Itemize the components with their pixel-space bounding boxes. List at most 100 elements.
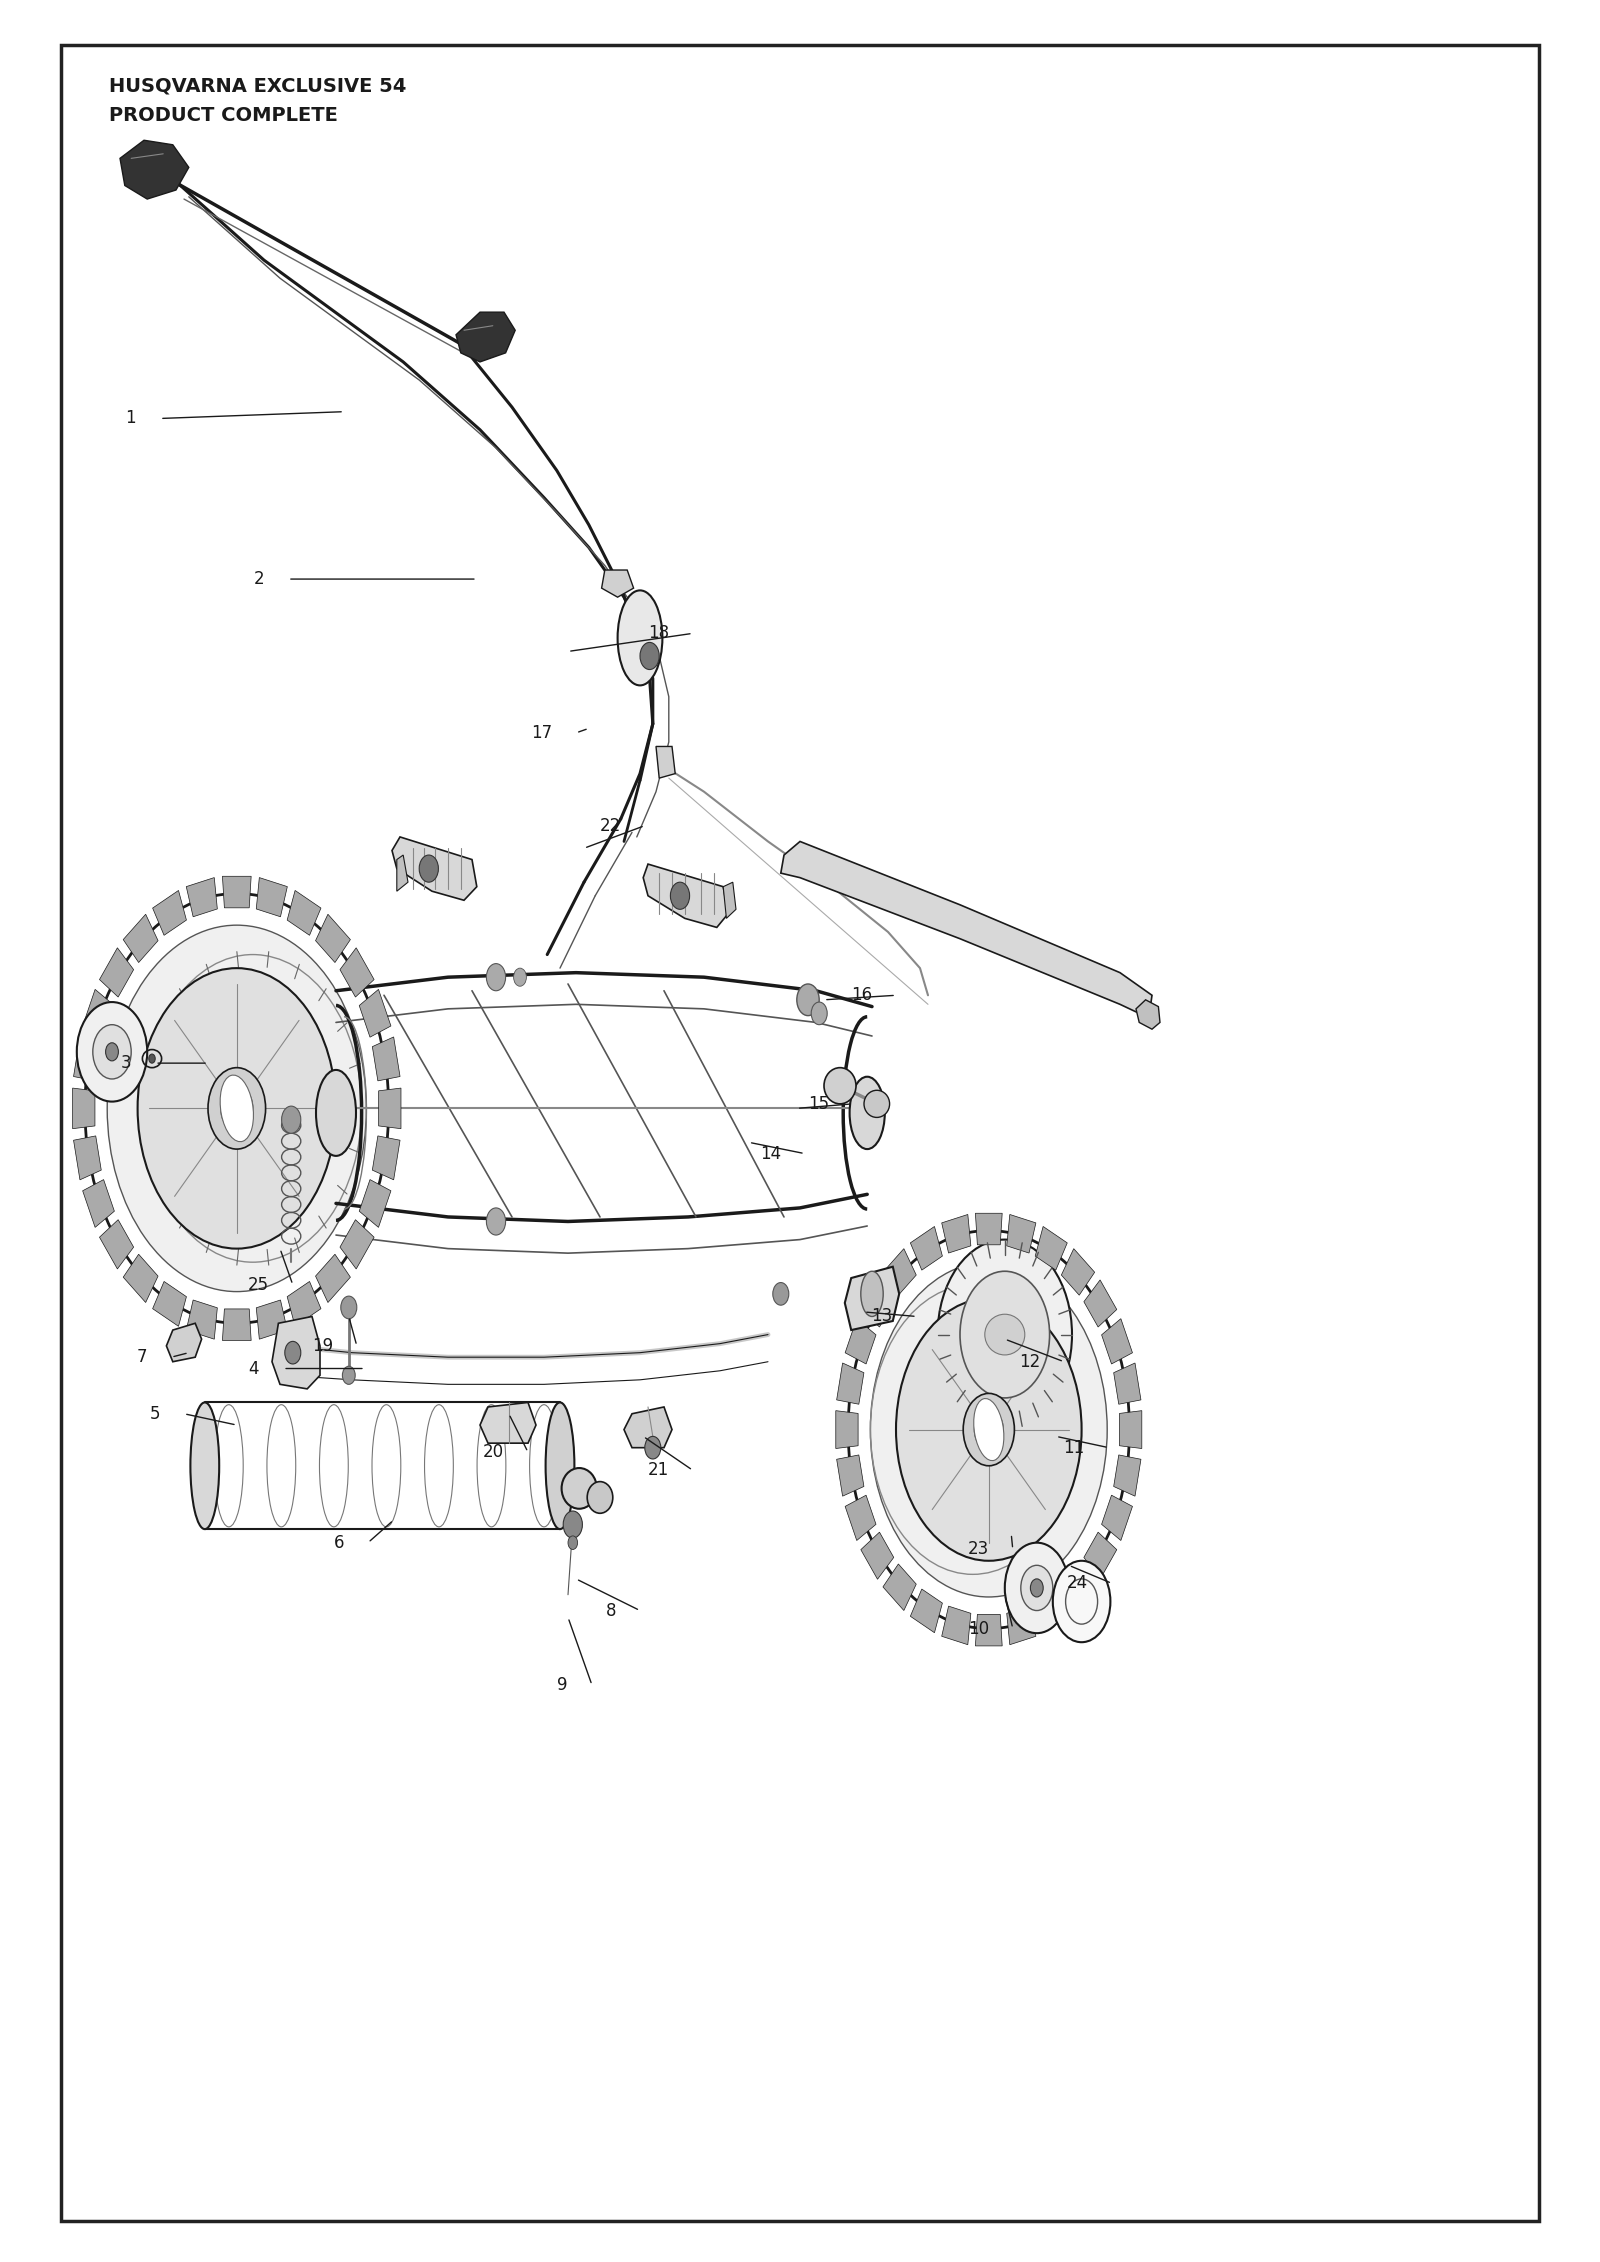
Ellipse shape [618,590,662,685]
Polygon shape [845,1319,877,1364]
Circle shape [640,642,659,670]
Circle shape [974,1409,1003,1450]
Polygon shape [222,1310,251,1341]
Polygon shape [861,1280,894,1328]
Circle shape [568,1536,578,1549]
Polygon shape [942,1606,971,1644]
Polygon shape [942,1215,971,1253]
Circle shape [138,968,336,1249]
Polygon shape [1136,1000,1160,1029]
Text: PRODUCT COMPLETE: PRODUCT COMPLETE [109,106,338,124]
Polygon shape [74,1036,101,1081]
Polygon shape [74,1136,101,1181]
Circle shape [149,1054,155,1063]
Text: 5: 5 [149,1405,160,1423]
Text: 11: 11 [1064,1439,1085,1457]
Circle shape [896,1298,1082,1561]
Ellipse shape [850,1077,885,1149]
Text: 6: 6 [333,1534,344,1552]
Polygon shape [83,1179,114,1228]
Circle shape [1053,1561,1110,1642]
Polygon shape [837,1454,864,1495]
Polygon shape [152,1283,187,1326]
Polygon shape [456,312,515,362]
Polygon shape [360,1179,390,1228]
Polygon shape [186,878,218,916]
Polygon shape [373,1136,400,1181]
Polygon shape [1061,1249,1094,1296]
Ellipse shape [546,1402,574,1529]
Text: 1: 1 [125,409,136,428]
Polygon shape [256,878,288,916]
Text: 7: 7 [136,1348,147,1366]
Circle shape [342,1366,355,1384]
Text: 10: 10 [968,1620,989,1638]
Circle shape [285,1341,301,1364]
Circle shape [282,1106,301,1133]
Polygon shape [339,1219,374,1269]
Polygon shape [910,1588,942,1633]
Circle shape [938,1240,1072,1430]
Polygon shape [976,1212,1002,1244]
Polygon shape [286,891,322,934]
Text: 12: 12 [1019,1353,1040,1371]
Text: 25: 25 [248,1276,269,1294]
Polygon shape [883,1249,917,1296]
Polygon shape [286,1283,322,1326]
Text: 21: 21 [648,1461,669,1479]
Circle shape [645,1436,661,1459]
Polygon shape [1083,1531,1117,1579]
Circle shape [486,964,506,991]
Circle shape [208,1068,266,1149]
Polygon shape [835,1411,858,1448]
Ellipse shape [221,1074,253,1142]
Polygon shape [360,988,390,1038]
Polygon shape [1006,1606,1035,1644]
Text: 17: 17 [531,724,552,742]
Text: 13: 13 [872,1307,893,1326]
Polygon shape [256,1301,288,1339]
Text: 14: 14 [760,1145,781,1163]
Circle shape [963,1393,1014,1466]
Circle shape [1005,1543,1069,1633]
Polygon shape [1035,1588,1067,1633]
Polygon shape [315,1253,350,1303]
Polygon shape [315,914,350,964]
Text: 16: 16 [851,986,872,1004]
Polygon shape [845,1495,877,1540]
Text: 19: 19 [312,1337,333,1355]
Ellipse shape [984,1314,1024,1355]
Text: 22: 22 [600,817,621,835]
Circle shape [107,925,366,1292]
Polygon shape [1120,1411,1142,1448]
Polygon shape [602,570,634,597]
Polygon shape [624,1407,672,1448]
Text: HUSQVARNA EXCLUSIVE 54: HUSQVARNA EXCLUSIVE 54 [109,77,406,95]
Polygon shape [861,1531,894,1579]
Polygon shape [339,948,374,998]
Text: 9: 9 [557,1676,568,1694]
Text: 15: 15 [808,1095,829,1113]
Polygon shape [1114,1364,1141,1405]
Polygon shape [83,988,114,1038]
Circle shape [870,1262,1107,1597]
Polygon shape [152,891,187,934]
Ellipse shape [974,1398,1003,1461]
Text: 3: 3 [120,1054,131,1072]
Polygon shape [1035,1226,1067,1271]
Circle shape [670,882,690,909]
Ellipse shape [317,1070,355,1156]
Circle shape [773,1283,789,1305]
Polygon shape [781,841,1152,1018]
Polygon shape [99,948,134,998]
Ellipse shape [190,1402,219,1529]
Polygon shape [373,1036,400,1081]
Polygon shape [723,882,736,918]
Polygon shape [845,1267,899,1330]
Polygon shape [166,1323,202,1362]
Circle shape [960,1271,1050,1398]
Text: 4: 4 [248,1359,259,1378]
Text: 23: 23 [968,1540,989,1559]
Polygon shape [123,1253,158,1303]
Circle shape [563,1511,582,1538]
